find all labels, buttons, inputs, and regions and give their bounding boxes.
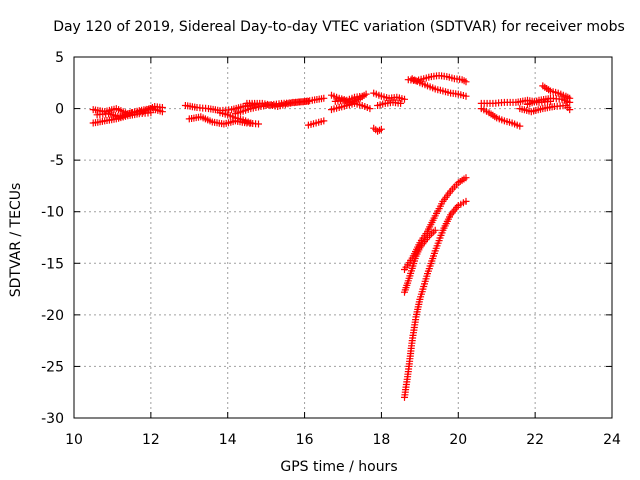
x-tick-labels: 10 12 14 16 18 20 22 24 bbox=[65, 432, 621, 448]
data-point-marker bbox=[401, 95, 408, 103]
data-point-marker bbox=[320, 117, 328, 125]
series-arc-22 bbox=[477, 105, 524, 130]
y-tick-label: -10 bbox=[41, 205, 64, 221]
data-point-marker bbox=[255, 120, 262, 128]
x-tick-label: 22 bbox=[526, 432, 544, 448]
series-arc-9 bbox=[304, 117, 328, 129]
y-tick-label: -20 bbox=[41, 308, 64, 324]
data-point-marker bbox=[462, 174, 470, 182]
y-tick-label: 0 bbox=[55, 102, 64, 118]
data-point-marker bbox=[147, 109, 155, 117]
x-tick-label: 10 bbox=[65, 432, 83, 448]
y-tick-label: -30 bbox=[41, 411, 64, 427]
series-arc-12 bbox=[331, 90, 370, 106]
data-point-marker bbox=[462, 197, 470, 205]
data-point-marker bbox=[304, 97, 312, 105]
y-tick-label: -5 bbox=[50, 153, 64, 169]
series-arc-14 bbox=[370, 89, 408, 103]
series-arc-13 bbox=[370, 124, 385, 135]
x-tick-label: 14 bbox=[219, 432, 237, 448]
series-arc-23 bbox=[516, 102, 574, 116]
data-points bbox=[89, 72, 574, 401]
data-point-marker bbox=[362, 90, 370, 98]
series-arc-11 bbox=[328, 99, 374, 114]
axis-ticks bbox=[73, 56, 613, 419]
data-point-marker bbox=[462, 78, 470, 86]
plot-frame bbox=[73, 56, 613, 419]
data-point-marker bbox=[247, 119, 255, 127]
series-arc-25 bbox=[524, 94, 574, 108]
x-tick-label: 12 bbox=[142, 432, 160, 448]
y-axis-label: SDTVAR / TECUs bbox=[8, 183, 24, 298]
series-arc-19 bbox=[401, 226, 439, 296]
x-tick-label: 18 bbox=[373, 432, 391, 448]
series-arc-15 bbox=[374, 98, 405, 109]
data-point-marker bbox=[431, 226, 439, 234]
x-tick-label: 24 bbox=[603, 432, 621, 448]
data-point-marker bbox=[462, 92, 470, 100]
chart-title: Day 120 of 2019, Sidereal Day-to-day VTE… bbox=[53, 19, 625, 35]
data-point-marker bbox=[516, 122, 524, 130]
series-arc-17 bbox=[408, 75, 470, 100]
series-arc-3 bbox=[93, 103, 166, 121]
data-point-marker bbox=[320, 94, 328, 102]
y-tick-label: -25 bbox=[41, 359, 64, 375]
y-tick-label: -15 bbox=[41, 256, 64, 272]
series-arc-6 bbox=[216, 109, 255, 127]
series-arc-20 bbox=[401, 197, 470, 401]
series-arc-16 bbox=[404, 72, 470, 86]
data-point-marker bbox=[566, 106, 574, 114]
x-axis-label: GPS time / hours bbox=[280, 459, 397, 475]
y-tick-labels: -30 -25 -20 -15 -10 -5 0 5 bbox=[41, 50, 64, 427]
data-point-marker bbox=[366, 105, 374, 113]
series-arc-8 bbox=[243, 97, 312, 110]
data-point-marker bbox=[397, 99, 405, 107]
data-point-marker bbox=[377, 125, 385, 133]
x-tick-label: 16 bbox=[296, 432, 314, 448]
data-point-marker bbox=[566, 98, 574, 106]
y-tick-label: 5 bbox=[55, 50, 64, 66]
series-arc-24 bbox=[539, 82, 574, 102]
x-tick-label: 20 bbox=[449, 432, 467, 448]
data-point-marker bbox=[158, 104, 166, 111]
